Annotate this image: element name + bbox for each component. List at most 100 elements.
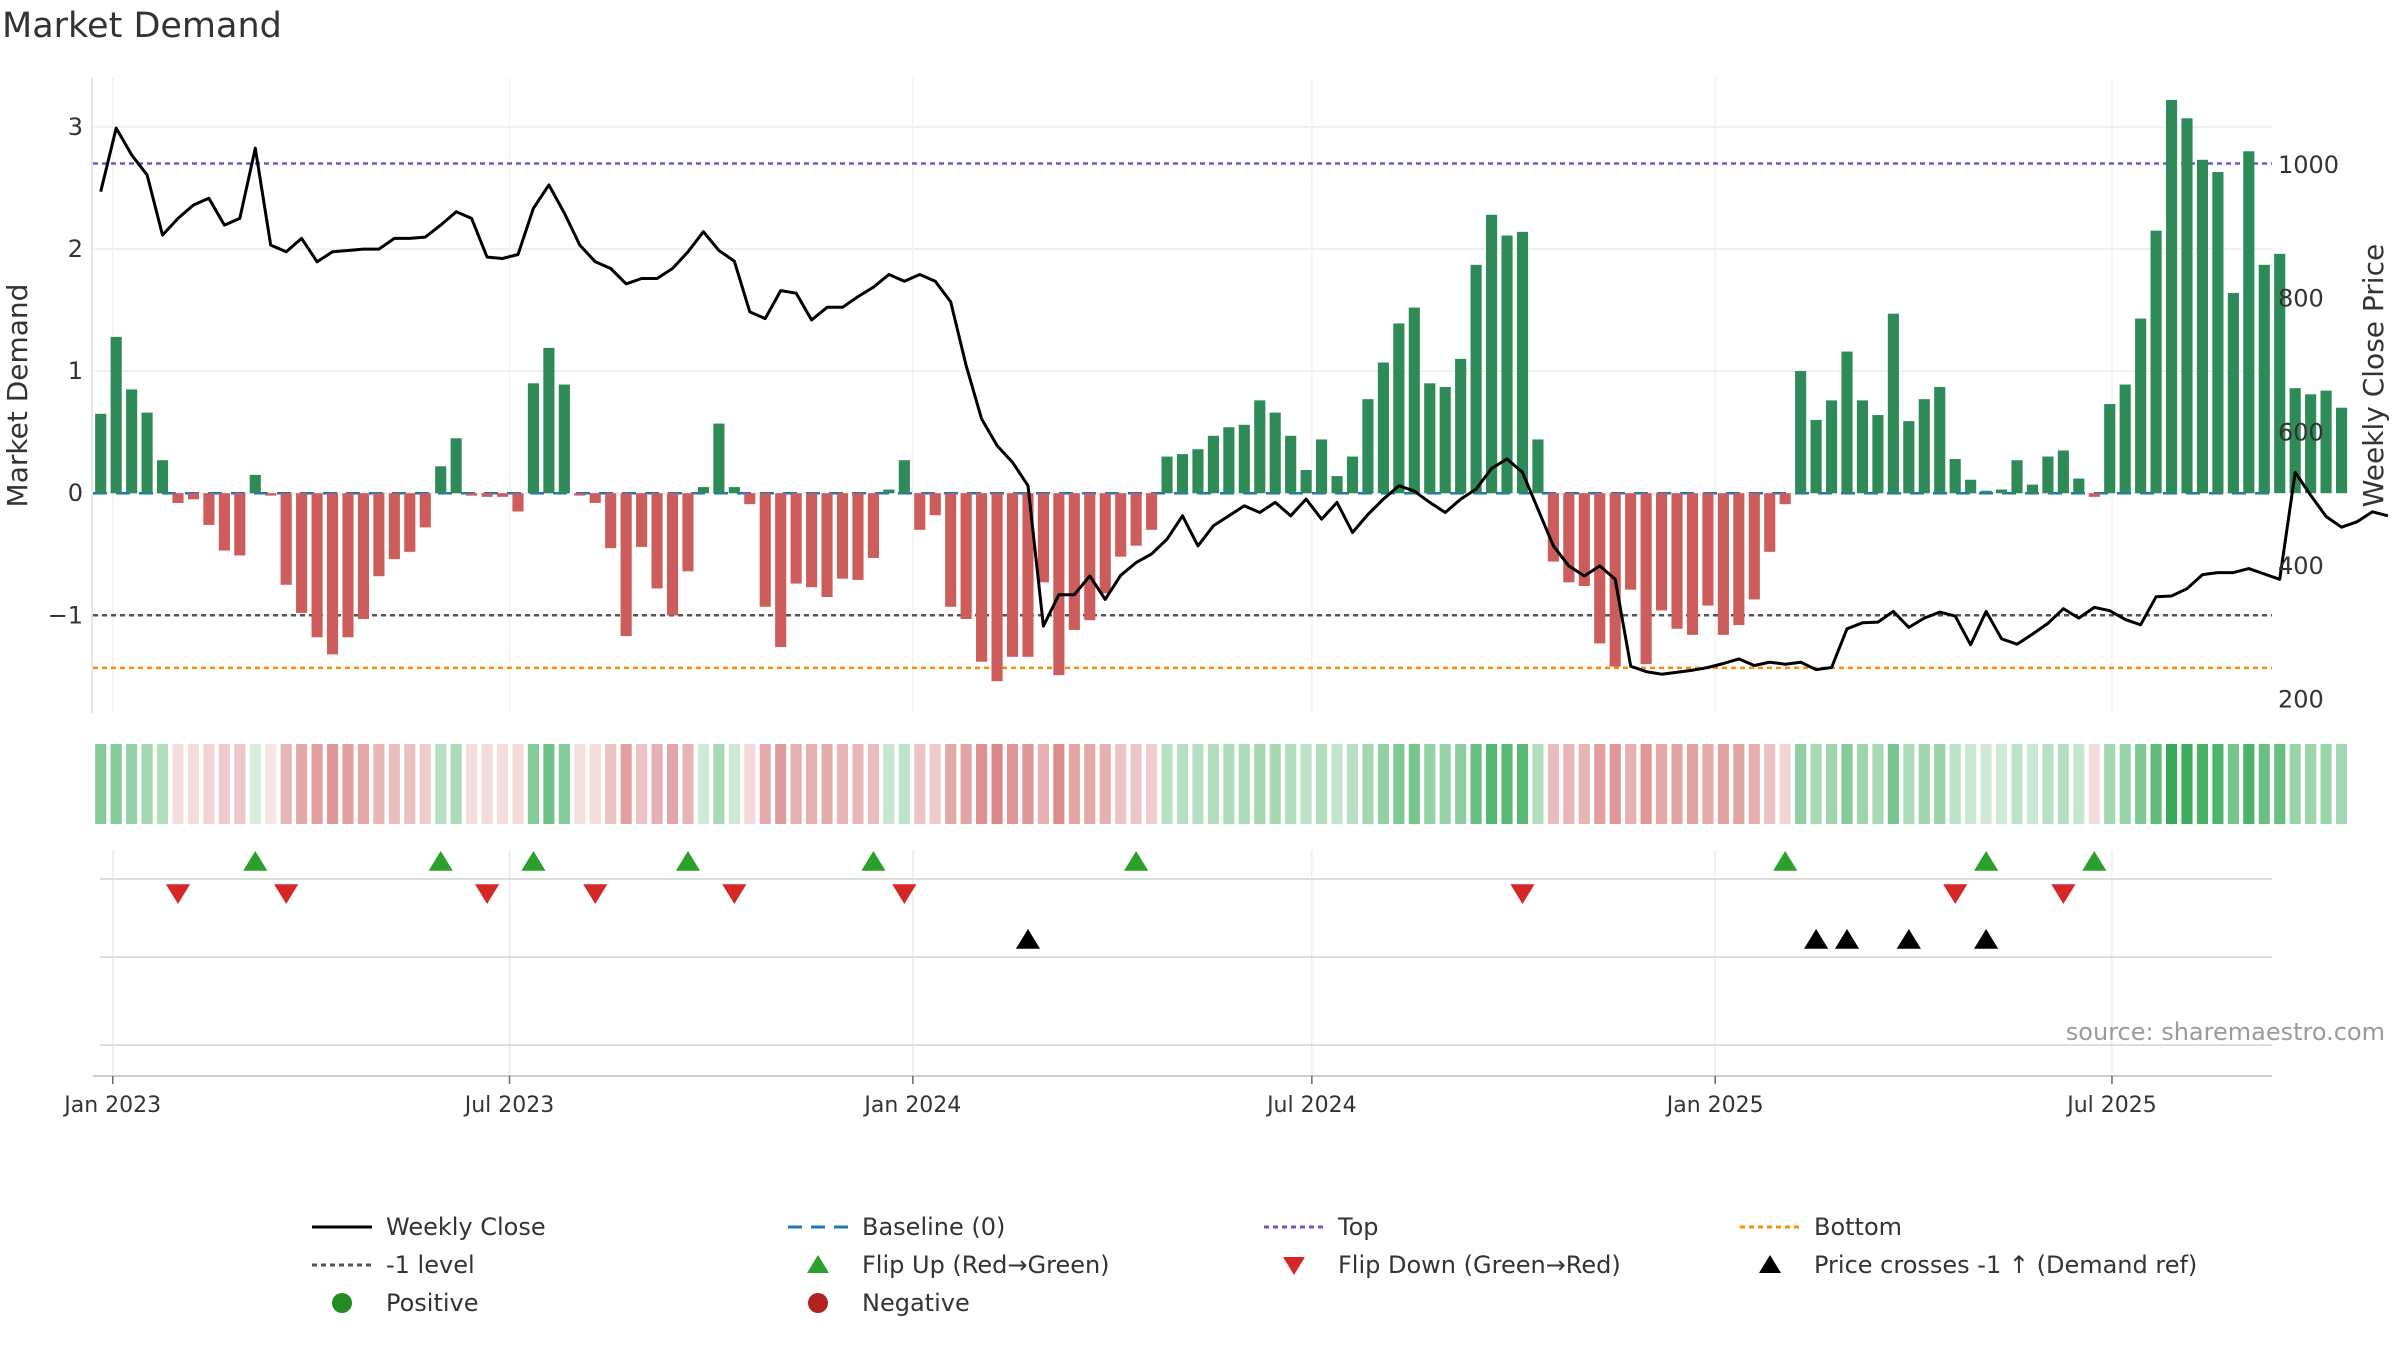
strip-cell	[1918, 744, 1930, 824]
strip-cell	[1609, 744, 1621, 824]
strip-cell	[1594, 744, 1606, 824]
strip-cell	[1115, 744, 1127, 824]
legend-label: Price crosses -1 ↑ (Demand ref)	[1814, 1251, 2198, 1279]
demand-bar	[1934, 386, 1946, 494]
strip-cell	[883, 744, 895, 824]
demand-bar	[1810, 419, 1822, 494]
demand-bar	[1285, 435, 1297, 494]
demand-bar	[605, 493, 617, 549]
demand-bar	[836, 493, 849, 579]
strip-cell	[280, 744, 292, 824]
flip-down-marker	[274, 884, 299, 904]
legend-symbol	[1258, 1212, 1330, 1242]
y-axis-label: Market Demand	[1, 284, 34, 508]
legend-item: Bottom	[1734, 1212, 2210, 1242]
strip-cell	[1146, 744, 1158, 824]
demand-bar	[2289, 388, 2301, 494]
strip-cell	[636, 744, 648, 824]
y2-tick-label: 1000	[2278, 151, 2339, 179]
strip-cell	[1331, 744, 1343, 824]
demand-bar	[2026, 484, 2039, 494]
demand-bar	[1084, 493, 1096, 621]
demand-bar	[203, 493, 215, 525]
demand-bar	[1022, 493, 1034, 657]
strip-cell	[1192, 744, 1204, 824]
demand-bar	[2104, 404, 2116, 494]
strip-cell	[1316, 744, 1328, 824]
flip-down-marker	[583, 884, 608, 904]
legend: Weekly Close Baseline (0) Top Bottom -1 leve…	[306, 1208, 2286, 1322]
demand-bar	[1949, 459, 1961, 494]
demand-bar	[759, 493, 771, 607]
demand-bar	[527, 383, 539, 494]
demand-bar	[419, 493, 431, 528]
demand-bar	[1192, 449, 1204, 494]
demand-bar	[1594, 493, 1606, 644]
strip-cell	[2196, 744, 2209, 824]
demand-bar	[1377, 362, 1389, 494]
triangle-up-icon	[1759, 1255, 1781, 1273]
y-tick-label: 1	[68, 357, 83, 385]
strip-cell	[172, 744, 184, 824]
strip-cell	[620, 744, 632, 824]
strip-cell	[419, 744, 431, 824]
legend-label: Flip Up (Red→Green)	[862, 1251, 1110, 1279]
demand-bar	[1424, 383, 1436, 494]
strip-cell	[2305, 744, 2317, 824]
demand-bar	[1486, 214, 1498, 494]
strip-cell	[2119, 744, 2131, 824]
demand-bar	[775, 493, 787, 648]
strip-cell	[1547, 744, 1559, 824]
strip-cell	[1995, 744, 2008, 824]
demand-bar	[1640, 493, 1652, 665]
demand-bar	[1146, 493, 1158, 530]
demand-bar	[1099, 493, 1111, 594]
demand-bars	[95, 99, 2348, 682]
strip-cell	[991, 744, 1003, 824]
demand-bar	[2088, 493, 2100, 497]
legend-label: -1 level	[386, 1251, 475, 1279]
demand-bar	[744, 493, 756, 505]
strip-cell	[218, 744, 230, 824]
legend-row: Weekly Close Baseline (0) Top Bottom	[306, 1208, 2286, 1246]
strip-cell	[1037, 744, 1049, 824]
strip-cell	[2227, 744, 2239, 824]
strip-cell	[728, 744, 740, 824]
legend-label: Top	[1338, 1213, 1379, 1241]
demand-bar	[234, 493, 246, 556]
strip-cell	[1965, 744, 1977, 824]
triangle-up-icon	[807, 1255, 829, 1273]
demand-bar	[976, 493, 988, 662]
strip-cell	[558, 744, 570, 824]
demand-bar	[1903, 421, 1915, 494]
strip-cell	[1810, 744, 1822, 824]
strip-cell	[1238, 744, 1250, 824]
strip-cell	[976, 744, 988, 824]
strip-cell	[2057, 744, 2069, 824]
strip-cell	[1176, 744, 1189, 824]
strip-cell	[1161, 744, 1173, 824]
flip-up-marker	[1124, 851, 1149, 871]
demand-bar	[991, 493, 1003, 682]
legend-item: Negative	[782, 1288, 1258, 1318]
demand-bar	[790, 493, 802, 584]
demand-bar	[914, 493, 926, 530]
y2-tick-label: 800	[2278, 285, 2324, 313]
strip-cell	[945, 744, 957, 824]
strip-cell	[1346, 744, 1359, 824]
strip-cell	[1686, 744, 1699, 824]
demand-bar	[141, 412, 153, 494]
strip-cell	[110, 744, 122, 824]
demand-bar	[2073, 478, 2085, 494]
strip-cell	[1362, 744, 1374, 824]
demand-bar	[172, 493, 184, 503]
demand-bar	[249, 474, 261, 494]
strip-cell	[1501, 744, 1513, 824]
strip-cell	[1006, 744, 1019, 824]
strip-cell	[2320, 744, 2332, 824]
demand-bar	[187, 493, 200, 500]
legend-symbol	[782, 1250, 854, 1280]
legend-label: Positive	[386, 1289, 479, 1317]
strip-cell	[1408, 744, 1420, 824]
